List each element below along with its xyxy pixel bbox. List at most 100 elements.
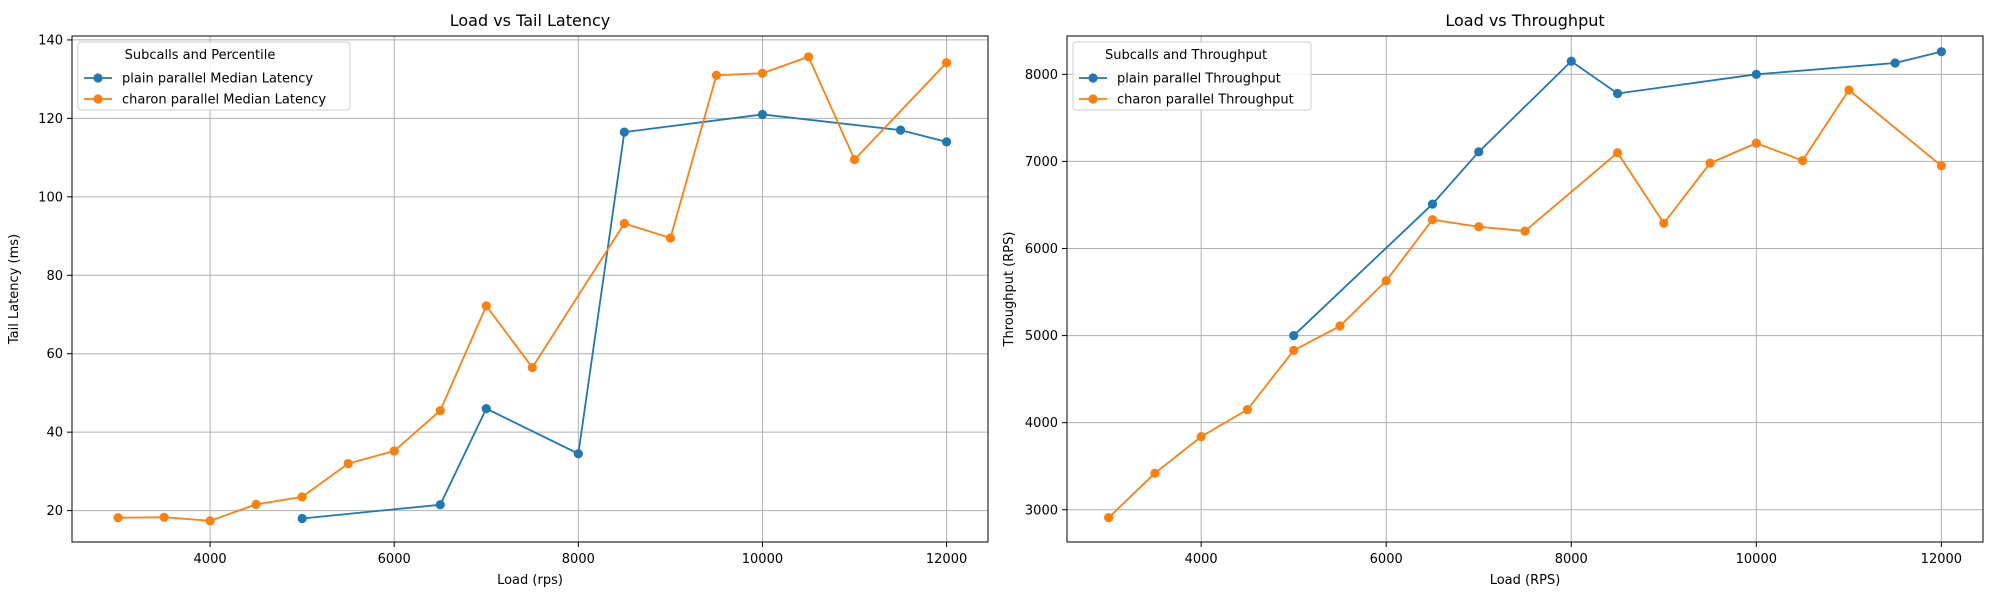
- data-point: [1936, 161, 1946, 171]
- legend-entry-label: charon parallel Throughput: [1117, 93, 1294, 108]
- x-tick-label: 12000: [926, 552, 967, 567]
- data-point: [1751, 138, 1761, 148]
- data-point: [1474, 222, 1484, 232]
- data-point: [1936, 47, 1946, 57]
- data-point: [895, 125, 906, 135]
- legend-marker: [93, 94, 103, 104]
- legend-title: Subcalls and Throughput: [1105, 48, 1267, 63]
- y-tick-label: 120: [38, 112, 63, 127]
- data-point: [1427, 199, 1438, 209]
- data-point: [251, 499, 261, 509]
- data-point: [205, 516, 215, 526]
- chart-title: Load vs Tail Latency: [450, 11, 611, 30]
- data-point: [711, 70, 722, 80]
- y-axis-label: Tail Latency (ms): [7, 234, 22, 345]
- legend-box: [1072, 41, 1312, 111]
- x-tick-label: 6000: [378, 552, 411, 567]
- data-point: [1659, 218, 1669, 228]
- data-point: [343, 458, 353, 469]
- y-tick-label: 4000: [1025, 416, 1058, 431]
- y-tick-label: 3000: [1025, 503, 1058, 518]
- legend-marker: [1088, 73, 1098, 83]
- series-line-2: [1108, 88, 1942, 519]
- x-axis-label: Load (RPS): [1490, 573, 1561, 588]
- data-point: [1381, 276, 1391, 286]
- data-point: [1797, 155, 1808, 166]
- data-point: [481, 404, 491, 414]
- data-point: [1104, 513, 1114, 523]
- data-point: [849, 154, 860, 165]
- plot-frame: [71, 35, 989, 543]
- series-line-2: [118, 55, 948, 522]
- x-tick-label: 4000: [1185, 552, 1218, 567]
- y-tick-label: 7000: [1025, 155, 1058, 170]
- legend-box: [77, 41, 351, 111]
- chart-title: Load vs Throughput: [1445, 11, 1604, 30]
- legend-marker: [93, 73, 103, 83]
- data-point: [1150, 468, 1160, 478]
- y-tick-label: 20: [46, 504, 63, 519]
- data-point: [757, 68, 768, 78]
- data-point: [1474, 147, 1484, 157]
- series-line-1: [1293, 50, 1942, 337]
- x-tick-label: 10000: [742, 552, 783, 567]
- data-point: [665, 233, 675, 243]
- x-tick-label: 8000: [562, 552, 595, 567]
- data-point: [389, 446, 399, 456]
- data-point: [527, 362, 537, 373]
- data-point: [481, 301, 491, 311]
- x-tick-label: 4000: [194, 552, 227, 567]
- legend-entry-label: plain parallel Median Latency: [122, 72, 313, 87]
- y-tick-label: 40: [46, 426, 63, 441]
- data-point: [619, 127, 629, 137]
- chart-panel-1: 4000 6000 8000 10000 12000 20 40 60 80 100 120 140 L…: [7, 11, 989, 588]
- x-tick-label: 10000: [1736, 552, 1777, 567]
- data-point: [435, 500, 445, 510]
- data-point: [435, 405, 445, 416]
- y-tick-label: 100: [38, 190, 63, 205]
- data-point: [1705, 158, 1715, 168]
- data-point: [297, 492, 307, 502]
- data-point: [1612, 88, 1623, 99]
- data-point: [1751, 69, 1761, 79]
- series-line-1: [302, 113, 947, 520]
- data-point: [1289, 345, 1299, 355]
- legend: Subcalls and Percentile plain parallel Me…: [77, 41, 351, 111]
- plot-frame: [1066, 35, 1984, 543]
- x-tick-label: 6000: [1370, 552, 1403, 567]
- data-point: [941, 137, 952, 147]
- data-point: [159, 512, 169, 522]
- legend-entry-label: charon parallel Median Latency: [122, 93, 326, 108]
- data-point: [1890, 58, 1900, 68]
- data-point: [1844, 85, 1854, 95]
- data-point: [803, 52, 814, 62]
- chart-panel-2: 4000 6000 8000 10000 12000 3000 4000 5000 6000 70…: [1002, 11, 1984, 588]
- y-tick-label: 140: [38, 33, 63, 48]
- data-point: [297, 513, 307, 524]
- y-tick-label: 6000: [1025, 242, 1058, 257]
- data-point: [1242, 405, 1253, 415]
- data-point: [1612, 148, 1623, 158]
- legend-title: Subcalls and Percentile: [125, 48, 276, 63]
- y-axis-label: Throughput (RPS): [1002, 232, 1017, 348]
- data-point: [1520, 226, 1530, 236]
- y-tick-label: 60: [46, 347, 63, 362]
- data-point: [757, 109, 768, 120]
- x-axis-label: Load (rps): [497, 573, 563, 588]
- data-point: [113, 513, 123, 523]
- data-point: [1566, 56, 1576, 66]
- x-tick-label: 8000: [1555, 552, 1588, 567]
- y-tick-label: 5000: [1025, 329, 1058, 344]
- data-point: [619, 218, 629, 229]
- x-tick-label: 12000: [1921, 552, 1962, 567]
- data-point: [573, 449, 583, 459]
- y-tick-label: 8000: [1025, 68, 1058, 83]
- data-point: [1335, 321, 1345, 331]
- legend-marker: [1088, 94, 1098, 104]
- data-point: [1196, 432, 1206, 442]
- data-point: [1289, 330, 1299, 341]
- legend-entry-label: plain parallel Throughput: [1117, 72, 1281, 87]
- y-tick-label: 80: [46, 269, 63, 284]
- legend: Subcalls and Throughput plain parallel Th…: [1072, 41, 1312, 111]
